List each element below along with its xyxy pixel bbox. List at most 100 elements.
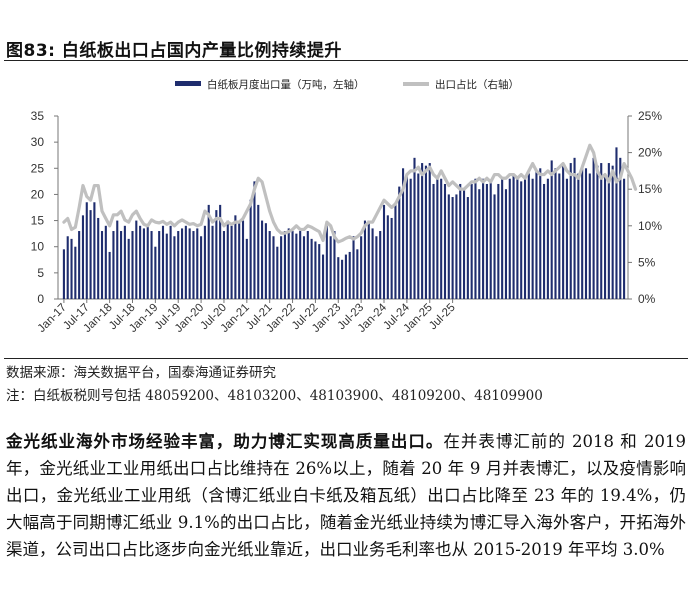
bar-72 bbox=[337, 257, 340, 299]
bar-98 bbox=[436, 176, 439, 299]
source-rule bbox=[4, 358, 688, 359]
bar-83 bbox=[379, 231, 382, 299]
bar-44 bbox=[230, 225, 233, 299]
left-axis-ticks: 0 5 10 15 20 25 30 35 bbox=[31, 109, 58, 306]
line-export-share bbox=[62, 143, 638, 244]
bar-121 bbox=[523, 178, 527, 299]
bar-117 bbox=[508, 178, 511, 299]
bar-42 bbox=[222, 231, 226, 299]
line-series bbox=[62, 143, 638, 244]
bar-32 bbox=[184, 225, 187, 299]
bar-146 bbox=[619, 157, 622, 299]
bar-114 bbox=[497, 183, 500, 299]
body-paragraph: 金光纸业海外市场经验丰富，助力博汇实现高质量出口。在并表博汇前的 2018 和 … bbox=[6, 428, 686, 563]
bar-36 bbox=[200, 236, 203, 299]
bar-76 bbox=[352, 236, 355, 299]
bar-130 bbox=[558, 173, 561, 299]
bar-38 bbox=[207, 204, 210, 299]
bar-29 bbox=[173, 236, 176, 299]
bar-75 bbox=[348, 251, 351, 299]
bar-57 bbox=[280, 236, 283, 299]
bar-21 bbox=[142, 228, 145, 299]
bar-147 bbox=[623, 178, 626, 299]
bar-116 bbox=[504, 189, 508, 299]
bar-20 bbox=[139, 225, 142, 299]
bar-97 bbox=[432, 183, 435, 299]
bar-139 bbox=[592, 157, 595, 299]
bar-63 bbox=[302, 236, 306, 299]
bar-115 bbox=[501, 178, 504, 299]
bar-59 bbox=[287, 228, 290, 299]
bar-7 bbox=[89, 210, 92, 299]
bar-5 bbox=[81, 215, 85, 299]
bar-58 bbox=[283, 231, 286, 299]
bar-145 bbox=[615, 147, 618, 299]
bar-28 bbox=[169, 225, 172, 299]
bar-144 bbox=[611, 165, 614, 299]
bar-47 bbox=[241, 220, 245, 299]
bar-124 bbox=[535, 170, 538, 299]
bar-70 bbox=[329, 236, 332, 299]
bar-67 bbox=[318, 244, 321, 299]
right-tick-label-5: 25% bbox=[638, 109, 662, 123]
bar-140 bbox=[596, 165, 599, 299]
bar-61 bbox=[295, 233, 298, 299]
bar-100 bbox=[443, 183, 447, 299]
bar-94 bbox=[421, 163, 424, 299]
bar-125 bbox=[539, 168, 542, 299]
bar-132 bbox=[565, 178, 568, 299]
bar-101 bbox=[447, 194, 450, 299]
bar-74 bbox=[344, 254, 347, 299]
left-tick-label-4: 20 bbox=[31, 187, 45, 201]
bar-143 bbox=[607, 163, 610, 299]
bar-43 bbox=[226, 220, 229, 299]
legend-bar-label: 白纸板月度出口量（万吨，左轴） bbox=[207, 78, 365, 91]
bar-62 bbox=[299, 231, 302, 299]
bar-82 bbox=[375, 236, 378, 299]
bar-107 bbox=[470, 183, 473, 299]
left-tick-label-7: 35 bbox=[31, 109, 45, 123]
bar-56 bbox=[276, 246, 279, 299]
bar-11 bbox=[104, 225, 107, 299]
bar-46 bbox=[238, 220, 241, 299]
bar-103 bbox=[455, 194, 458, 299]
bar-134 bbox=[573, 157, 576, 299]
bar-50 bbox=[253, 181, 256, 299]
bar-71 bbox=[333, 231, 336, 299]
bar-55 bbox=[272, 236, 275, 299]
right-tick-label-2: 10% bbox=[638, 219, 662, 233]
bar-135 bbox=[577, 173, 580, 299]
bar-6 bbox=[85, 202, 88, 299]
bar-15 bbox=[120, 231, 123, 299]
bar-81 bbox=[371, 228, 374, 299]
bar-22 bbox=[146, 225, 149, 299]
bar-18 bbox=[131, 231, 134, 299]
bar-118 bbox=[512, 173, 515, 299]
left-tick-label-6: 30 bbox=[31, 135, 45, 149]
bar-86 bbox=[390, 217, 393, 299]
bar-27 bbox=[165, 233, 168, 299]
bar-104 bbox=[459, 183, 462, 299]
bar-73 bbox=[341, 259, 344, 299]
bar-141 bbox=[600, 163, 603, 299]
x-axis-ticks: Jan-17Jul-17Jan-18Jul-18Jan-19Jul-19Jan-… bbox=[36, 299, 458, 335]
bar-99 bbox=[440, 178, 443, 299]
right-tick-label-4: 20% bbox=[638, 146, 662, 160]
bar-112 bbox=[489, 181, 492, 299]
title-rule bbox=[4, 60, 688, 61]
bar-129 bbox=[554, 168, 557, 299]
bar-110 bbox=[482, 178, 485, 299]
bar-78 bbox=[360, 236, 363, 299]
bar-8 bbox=[93, 202, 96, 299]
legend: 白纸板月度出口量（万吨，左轴） 出口占比（右轴） bbox=[175, 78, 519, 91]
bar-131 bbox=[562, 163, 565, 299]
source-text: 数据来源：海关数据平台，国泰海通证券研究 bbox=[6, 365, 276, 381]
bar-34 bbox=[192, 231, 195, 299]
bar-96 bbox=[428, 163, 431, 299]
bar-35 bbox=[196, 228, 199, 299]
bar-80 bbox=[367, 220, 370, 299]
bar-136 bbox=[581, 165, 584, 299]
bar-1 bbox=[66, 236, 69, 299]
bar-64 bbox=[306, 231, 309, 299]
left-tick-label-5: 25 bbox=[31, 161, 45, 175]
